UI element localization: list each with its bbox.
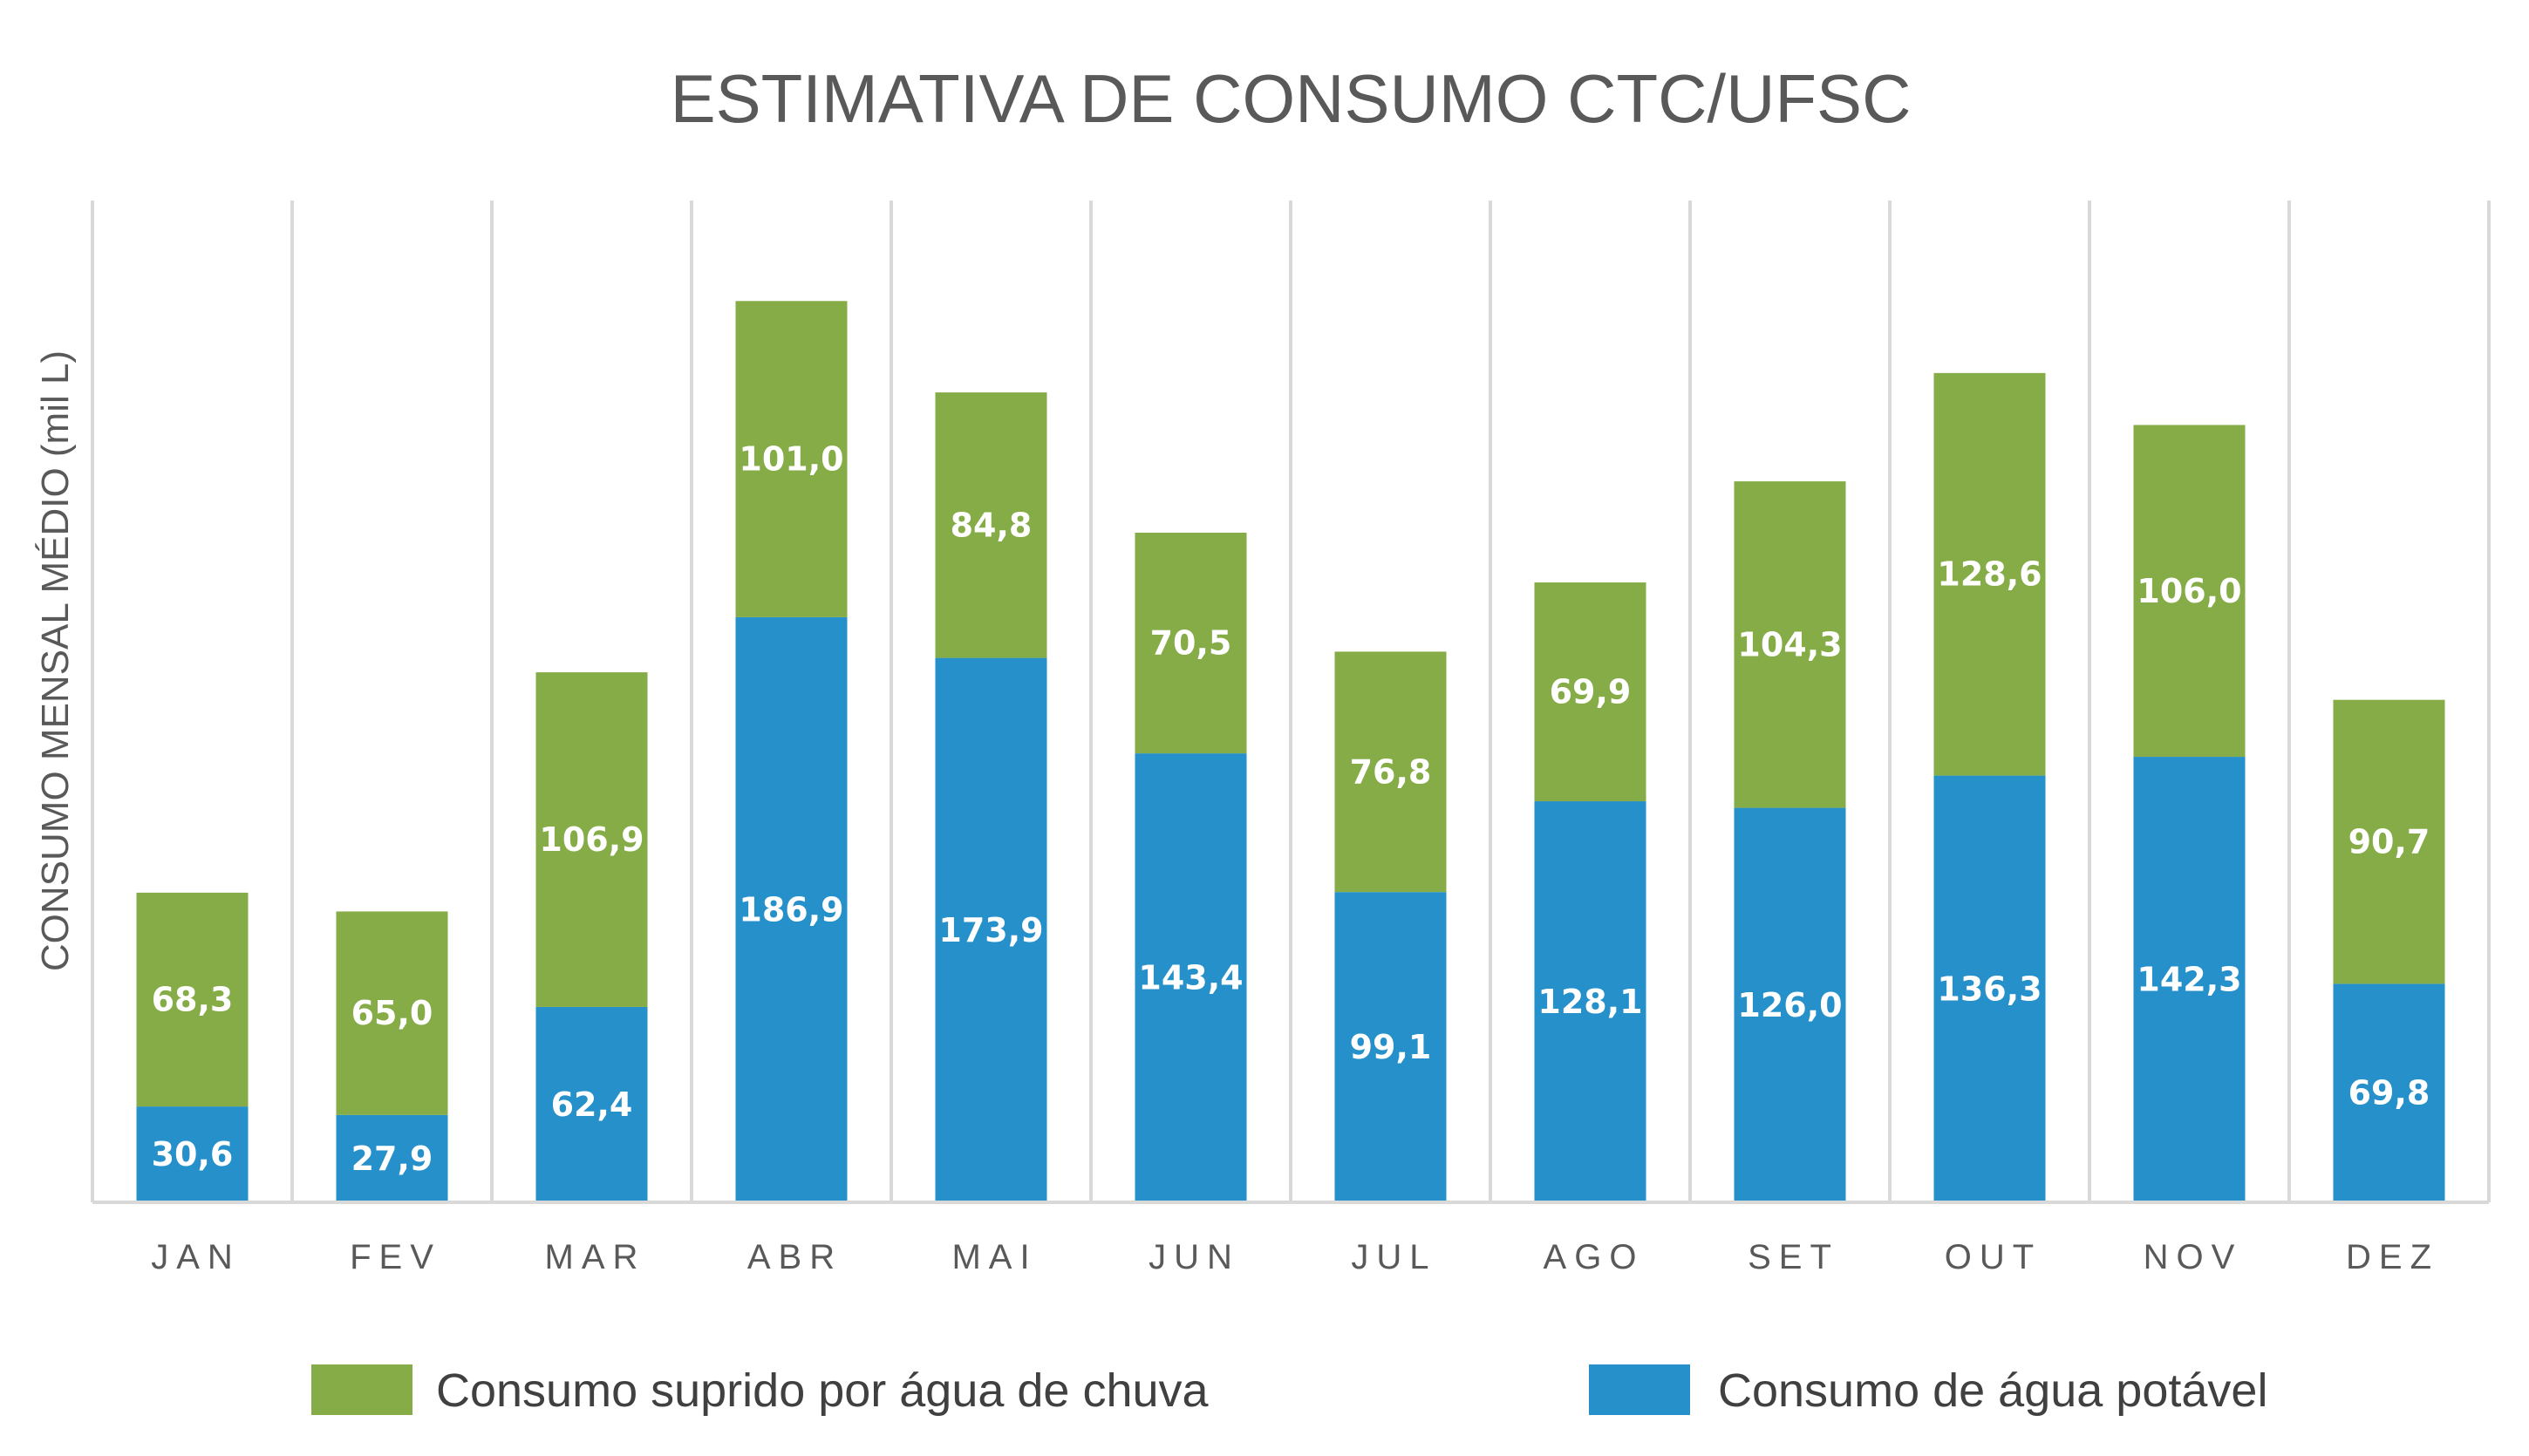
- bar-rainwater-abr: [735, 301, 848, 617]
- bar-potable-ago: [1534, 801, 1646, 1202]
- data-label-rainwater-jun: 70,5: [1150, 624, 1232, 663]
- data-label-potable-out: 136,3: [1937, 970, 2042, 1008]
- data-label-rainwater-abr: 101,0: [739, 440, 843, 479]
- bar-rainwater-jan: [136, 892, 249, 1107]
- x-tick-abr: ABR: [747, 1238, 842, 1276]
- data-label-potable-jun: 143,4: [1138, 959, 1243, 997]
- x-tick-labels: JAN FEV MAR ABR MAI JUN JUL AGO SET OUT NOV DEZ: [151, 1238, 2439, 1276]
- data-label-potable-set: 126,0: [1737, 986, 1842, 1024]
- data-label-rainwater-mar: 106,9: [539, 820, 644, 859]
- bar-potable-dez: [2333, 983, 2445, 1202]
- x-tick-dez: DEZ: [2346, 1238, 2439, 1276]
- data-label-rainwater-ago: 69,9: [1550, 673, 1632, 711]
- bar-potable-fev: [336, 1114, 448, 1202]
- legend: Consumo suprido por água de chuva Consumo…: [311, 1364, 2267, 1417]
- bar-potable-jan: [136, 1106, 249, 1202]
- bars: [136, 301, 2445, 1202]
- data-label-rainwater-out: 128,6: [1937, 555, 2042, 594]
- x-tick-jun: JUN: [1149, 1238, 1240, 1276]
- data-label-rainwater-jan: 68,3: [152, 981, 234, 1019]
- legend-label-consumo-suprido-por-agua-de-chuva: Consumo suprido por água de chuva: [436, 1364, 1210, 1417]
- bar-potable-nov: [2133, 757, 2246, 1202]
- bar-potable-set: [1734, 807, 1846, 1202]
- chart-title: ESTIMATIVA DE CONSUMO CTC/UFSC: [671, 60, 1912, 137]
- data-label-potable-mar: 62,4: [551, 1085, 633, 1124]
- bar-potable-jun: [1135, 753, 1247, 1202]
- bar-rainwater-dez: [2333, 699, 2445, 984]
- data-label-potable-mai: 173,9: [938, 911, 1043, 949]
- x-tick-fev: FEV: [350, 1238, 441, 1276]
- bar-potable-mai: [935, 657, 1047, 1202]
- x-tick-set: SET: [1748, 1238, 1839, 1276]
- bar-rainwater-ago: [1534, 582, 1646, 802]
- x-tick-mar: MAR: [545, 1238, 646, 1276]
- bar-potable-mar: [535, 1006, 648, 1202]
- bar-rainwater-set: [1734, 481, 1846, 808]
- x-tick-out: OUT: [1945, 1238, 2042, 1276]
- data-label-potable-jul: 99,1: [1350, 1028, 1432, 1066]
- legend-label-consumo-de-agua-potavel: Consumo de água potável: [1718, 1364, 2267, 1417]
- x-tick-mai: MAI: [951, 1238, 1037, 1276]
- bar-potable-abr: [735, 616, 848, 1202]
- data-label-rainwater-nov: 106,0: [2137, 572, 2241, 610]
- bar-rainwater-mai: [935, 392, 1047, 658]
- data-label-potable-fev: 27,9: [351, 1140, 433, 1178]
- data-label-rainwater-mai: 84,8: [951, 506, 1033, 544]
- data-label-potable-dez: 69,8: [2348, 1074, 2430, 1112]
- bar-rainwater-fev: [336, 911, 448, 1115]
- bar-potable-jul: [1334, 892, 1447, 1202]
- bar-rainwater-jul: [1334, 651, 1447, 893]
- data-label-potable-jan: 30,6: [152, 1135, 234, 1174]
- bar-rainwater-out: [1933, 372, 2046, 776]
- data-label-rainwater-jul: 76,8: [1350, 752, 1432, 791]
- data-label-potable-nov: 142,3: [2137, 961, 2241, 999]
- data-label-potable-abr: 186,9: [739, 890, 843, 929]
- data-label-potable-ago: 128,1: [1537, 983, 1642, 1021]
- bar-rainwater-nov: [2133, 425, 2246, 758]
- gridlines: [91, 201, 2491, 1202]
- bar-potable-out: [1933, 775, 2046, 1202]
- data-label-rainwater-set: 104,3: [1737, 625, 1842, 663]
- x-tick-ago: AGO: [1544, 1238, 1645, 1276]
- y-axis-label: CONSUMO MENSAL MÉDIO (mil L): [34, 350, 77, 971]
- legend-swatch-consumo-suprido-por-agua-de-chuva: [311, 1364, 412, 1415]
- bar-rainwater-jun: [1135, 532, 1247, 754]
- legend-swatch-consumo-de-agua-potavel: [1589, 1364, 1690, 1415]
- x-tick-nov: NOV: [2144, 1238, 2243, 1276]
- x-tick-jul: JUL: [1351, 1238, 1436, 1276]
- bar-rainwater-mar: [535, 672, 648, 1007]
- data-label-rainwater-fev: 65,0: [351, 994, 433, 1032]
- data-labels: 30,6 68,3 27,9 65,0 62,4 106,9 186,9 101,0 173,9…: [152, 440, 2430, 1178]
- x-tick-jan: JAN: [151, 1238, 241, 1276]
- data-label-rainwater-dez: 90,7: [2348, 823, 2430, 861]
